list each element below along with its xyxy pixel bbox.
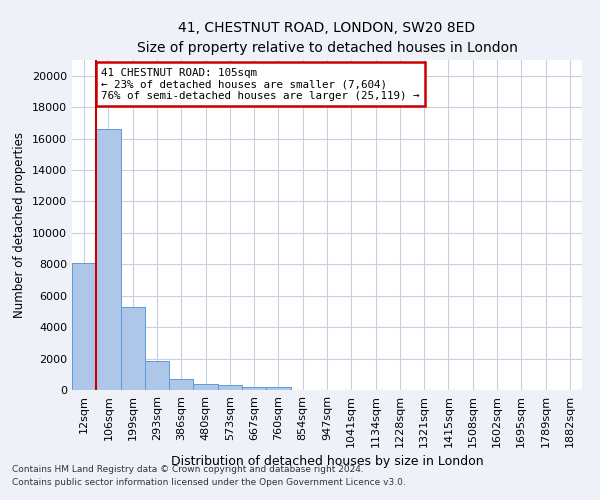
Bar: [121, 306, 145, 390]
X-axis label: Distribution of detached houses by size in London: Distribution of detached houses by size …: [170, 456, 484, 468]
Bar: [266, 388, 290, 390]
Bar: [242, 387, 266, 390]
Bar: [218, 386, 242, 390]
Text: Contains HM Land Registry data © Crown copyright and database right 2024.: Contains HM Land Registry data © Crown c…: [12, 466, 364, 474]
Bar: [96, 129, 121, 390]
Text: Contains public sector information licensed under the Open Government Licence v3: Contains public sector information licen…: [12, 478, 406, 487]
Title: 41, CHESTNUT ROAD, LONDON, SW20 8ED
Size of property relative to detached houses: 41, CHESTNUT ROAD, LONDON, SW20 8ED Size…: [137, 21, 517, 54]
Y-axis label: Number of detached properties: Number of detached properties: [13, 132, 26, 318]
Bar: [72, 262, 96, 390]
Bar: [169, 379, 193, 390]
Bar: [193, 384, 218, 390]
Text: 41 CHESTNUT ROAD: 105sqm
← 23% of detached houses are smaller (7,604)
76% of sem: 41 CHESTNUT ROAD: 105sqm ← 23% of detach…: [101, 68, 419, 101]
Bar: [145, 361, 169, 390]
